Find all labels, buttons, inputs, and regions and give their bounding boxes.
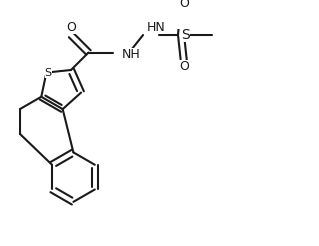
Text: S: S xyxy=(181,28,190,42)
Text: HN: HN xyxy=(147,21,165,34)
Text: NH: NH xyxy=(122,48,141,61)
Text: O: O xyxy=(66,21,76,34)
Text: O: O xyxy=(179,0,189,10)
Text: S: S xyxy=(45,68,52,77)
Text: O: O xyxy=(179,60,189,73)
